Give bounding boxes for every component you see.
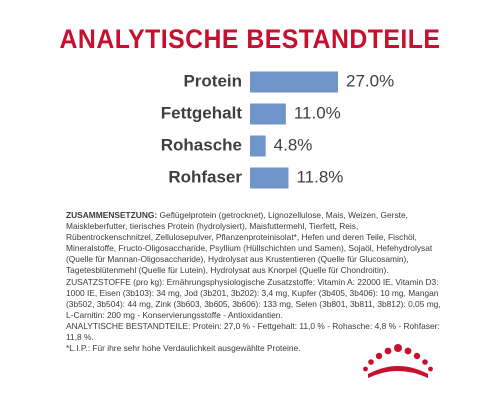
additives-paragraph: ZUSATZSTOFFE (pro kg): Ernährungsphysiol… bbox=[66, 277, 446, 321]
bar-label-fettgehalt: Fettgehalt bbox=[161, 103, 243, 122]
bar-label-protein: Protein bbox=[183, 71, 242, 90]
bars-layer: Protein 27.0% Fettgehalt 11.0% Rohasche 4.8% R… bbox=[161, 71, 394, 189]
royal-canin-logo bbox=[363, 344, 433, 378]
bar-value-rohasche: 4.8% bbox=[274, 135, 313, 154]
bar-rohasche bbox=[250, 135, 266, 157]
composition-body: Geflügelprotein (getrocknet), Lignozellu… bbox=[66, 210, 433, 276]
bar-value-fettgehalt: 11.0% bbox=[294, 103, 341, 122]
footnote: *L.I.P.: Für ihre sehr hohe Verdaulichke… bbox=[66, 343, 301, 354]
composition-paragraph: ZUSAMMENSETZUNG: Geflügelprotein (getroc… bbox=[66, 210, 446, 277]
composition-label: ZUSAMMENSETZUNG: bbox=[66, 210, 158, 220]
crown-icon bbox=[363, 344, 433, 378]
bar-value-rohfaser: 11.8% bbox=[296, 167, 343, 186]
composition-text: ZUSAMMENSETZUNG: Geflügelprotein (getroc… bbox=[66, 210, 446, 354]
bar-value-protein: 27.0% bbox=[346, 71, 394, 90]
additives-label: ZUSATZSTOFFE (pro kg): bbox=[66, 276, 165, 287]
bar-rohfaser bbox=[250, 167, 289, 189]
bar-label-rohfaser: Rohfaser bbox=[168, 167, 242, 186]
nutrient-bar-chart: Protein 27.0% Fettgehalt 11.0% Rohasche 4.8% R… bbox=[161, 71, 394, 189]
page-title: ANALYTISCHE BESTANDTEILE bbox=[59, 24, 441, 54]
additives-body: Ernährungsphysiologische Zusatzstoffe: V… bbox=[66, 276, 441, 320]
bar-label-rohasche: Rohasche bbox=[161, 135, 242, 154]
bar-protein bbox=[250, 71, 338, 93]
bar-fettgehalt bbox=[250, 103, 286, 125]
analytical-paragraph: ANALYTISCHE BESTANDTEILE: Protein: 27,0 … bbox=[66, 320, 440, 343]
